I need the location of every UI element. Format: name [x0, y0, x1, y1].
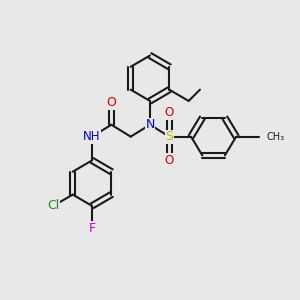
Text: F: F	[88, 222, 96, 235]
Text: Cl: Cl	[47, 200, 59, 212]
Text: O: O	[165, 106, 174, 119]
Text: O: O	[165, 154, 174, 167]
Text: S: S	[165, 130, 173, 143]
Text: O: O	[106, 96, 116, 109]
Text: CH₃: CH₃	[266, 132, 284, 142]
Text: N: N	[145, 118, 155, 131]
Text: NH: NH	[83, 130, 101, 143]
